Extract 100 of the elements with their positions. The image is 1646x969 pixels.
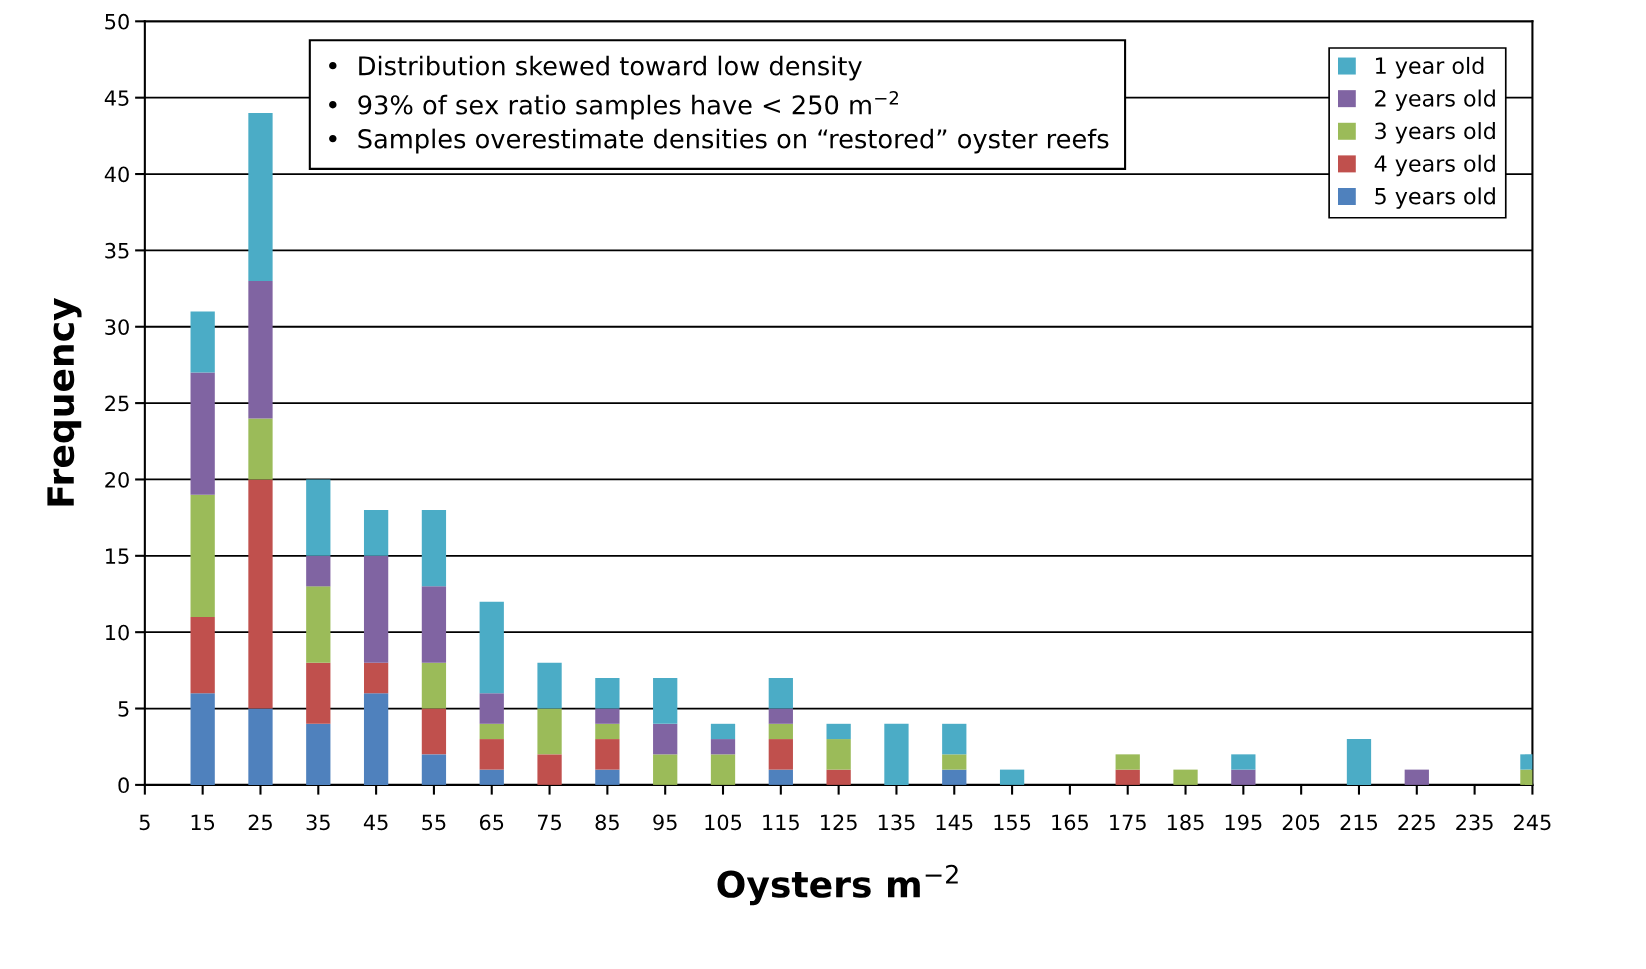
x-tick-label: 115 bbox=[763, 814, 799, 831]
bar bbox=[479, 739, 504, 770]
bar bbox=[653, 677, 678, 724]
bar bbox=[768, 739, 793, 770]
x-tick-label: 25 bbox=[248, 814, 272, 831]
legend-label: 1 year old bbox=[1376, 56, 1484, 79]
bar bbox=[537, 708, 562, 755]
bar bbox=[768, 769, 793, 785]
bar bbox=[942, 723, 967, 755]
bar bbox=[595, 677, 620, 709]
annotation: • 93% of sex ratio samples have < 250 m$^{−2}$ bbox=[329, 91, 898, 120]
x-tick-label: 105 bbox=[705, 814, 742, 831]
bar bbox=[248, 479, 273, 709]
legend-label: 4 years old bbox=[1374, 154, 1495, 177]
bar bbox=[884, 723, 909, 785]
bar bbox=[1115, 769, 1140, 785]
x-tick-label: 155 bbox=[994, 814, 1031, 831]
bar bbox=[710, 754, 736, 785]
x-tick-label: 35 bbox=[306, 814, 330, 831]
legend-label: 5 years old bbox=[1375, 187, 1495, 209]
x-tick-label: 15 bbox=[191, 814, 215, 831]
bar bbox=[653, 754, 678, 785]
x-tick-label: 185 bbox=[1167, 814, 1204, 831]
annotation: • Samples overestimate densities on “restored” oyster reefs bbox=[329, 128, 1109, 154]
bar bbox=[942, 754, 967, 770]
bar bbox=[306, 723, 331, 785]
x-tick-label: 145 bbox=[936, 814, 973, 831]
bar bbox=[421, 708, 447, 755]
bar bbox=[653, 723, 678, 755]
bar bbox=[190, 311, 215, 373]
bar bbox=[479, 693, 504, 724]
bar bbox=[306, 662, 331, 724]
y-tick-label: 50 bbox=[105, 13, 129, 30]
y-tick-label: 35 bbox=[105, 242, 129, 259]
x-tick-label: 235 bbox=[1456, 814, 1493, 831]
y-tick-label: 40 bbox=[104, 166, 129, 183]
bar bbox=[248, 418, 273, 480]
bar bbox=[190, 494, 215, 617]
bar bbox=[1173, 769, 1198, 785]
bar bbox=[595, 769, 620, 785]
x-tick-label: 245 bbox=[1514, 814, 1551, 831]
bar bbox=[1346, 739, 1372, 785]
bar bbox=[190, 372, 215, 495]
x-tick-label: 195 bbox=[1225, 814, 1262, 831]
x-tick-label: 95 bbox=[653, 814, 677, 831]
bar bbox=[363, 555, 389, 663]
bar bbox=[1231, 754, 1256, 770]
bar bbox=[479, 769, 504, 785]
y-tick-label: 0 bbox=[118, 777, 129, 794]
bar bbox=[306, 555, 331, 587]
x-axis-title: Oysters m$^{−2}$ bbox=[717, 864, 958, 906]
x-tick-label: 215 bbox=[1340, 814, 1378, 831]
y-tick-label: 30 bbox=[105, 319, 129, 335]
legend-label: 3 years old bbox=[1375, 122, 1495, 144]
y-tick-label: 20 bbox=[105, 471, 129, 488]
y-axis-title: Frequency bbox=[47, 298, 82, 506]
x-tick-label: 225 bbox=[1398, 814, 1435, 831]
bar bbox=[190, 693, 215, 785]
bar bbox=[421, 754, 447, 785]
bar bbox=[595, 739, 620, 770]
bar bbox=[421, 586, 447, 663]
bar bbox=[595, 708, 620, 724]
y-tick-label: 45 bbox=[104, 90, 129, 106]
bar bbox=[363, 693, 389, 785]
x-tick-label: 135 bbox=[878, 814, 915, 831]
bar bbox=[1115, 754, 1140, 770]
bar bbox=[710, 723, 736, 740]
y-tick-label: 10 bbox=[106, 624, 129, 641]
x-tick-label: 175 bbox=[1110, 814, 1146, 831]
bar bbox=[479, 601, 504, 694]
bar bbox=[537, 754, 562, 785]
bar bbox=[306, 586, 331, 663]
bar bbox=[826, 739, 851, 770]
x-tick-label: 165 bbox=[1052, 814, 1088, 831]
y-tick-label: 15 bbox=[106, 548, 129, 565]
y-tick-label: 25 bbox=[105, 395, 129, 412]
bar bbox=[826, 769, 851, 785]
x-tick-label: 85 bbox=[595, 814, 619, 831]
bar bbox=[421, 510, 447, 587]
x-tick-label: 125 bbox=[821, 814, 857, 831]
bar bbox=[190, 616, 215, 694]
annotation: • Distribution skewed toward low density bbox=[329, 55, 862, 81]
x-tick-label: 55 bbox=[422, 814, 446, 831]
x-tick-label: 75 bbox=[538, 814, 561, 831]
bar bbox=[421, 662, 447, 709]
bar bbox=[248, 708, 273, 785]
y-tick-label: 5 bbox=[118, 701, 129, 717]
bar bbox=[363, 510, 389, 556]
bar bbox=[710, 739, 736, 755]
bar bbox=[363, 662, 389, 694]
bar bbox=[768, 708, 793, 724]
legend-label: 2 years old bbox=[1375, 89, 1495, 111]
bar bbox=[999, 769, 1025, 785]
bar bbox=[595, 723, 620, 740]
x-tick-label: 45 bbox=[363, 814, 388, 831]
x-tick-label: 205 bbox=[1282, 814, 1320, 831]
bar bbox=[1404, 769, 1429, 785]
x-tick-label: 65 bbox=[479, 814, 504, 831]
bar bbox=[306, 479, 331, 556]
bar bbox=[248, 112, 273, 281]
